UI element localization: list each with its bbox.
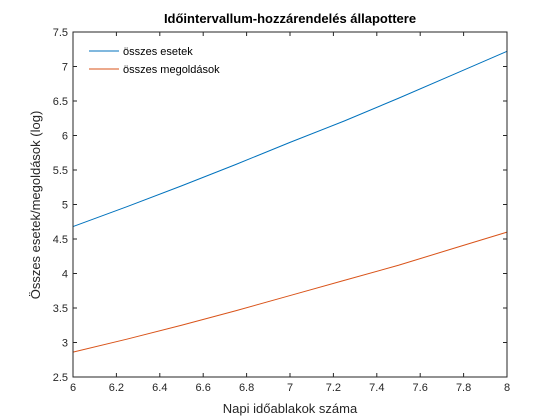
plot-area [73,32,507,377]
y-tick-label: 4.5 [53,234,68,246]
series-line-osszes-megoldasok [72,231,508,353]
y-tick-label: 2.5 [53,372,68,384]
x-axis-label: Napi időablakok száma [223,401,358,416]
x-tick-label: 6.4 [152,382,167,394]
legend-label-osszes-esetek: összes esetek [123,46,193,58]
x-tick-label: 7.4 [369,382,384,394]
x-tick-label: 7.6 [413,382,428,394]
chart-title: Időintervallum-hozzárendelés állapottere [164,11,416,26]
y-tick-label: 3 [62,338,68,350]
plot-border [72,31,508,378]
y-tick-label: 4 [62,269,68,281]
x-tick-label: 6.2 [109,382,124,394]
y-axis-label: Összes esetek/megoldások (log) [28,111,43,300]
legend-label-osszes-megoldasok: összes megoldások [123,64,220,76]
x-tick-label: 6.8 [239,382,254,394]
x-tick-label: 8 [504,382,510,394]
x-tick-label: 6.6 [196,382,211,394]
series-line-osszes-esetek [72,50,508,228]
x-tick-label: 7.2 [326,382,341,394]
y-tick-label: 5 [62,200,68,212]
legend: összes esetek összes megoldások [89,46,220,76]
y-tick-label: 7 [62,62,68,74]
y-tick-label: 3.5 [53,303,68,315]
y-tick-label: 6.5 [53,96,68,108]
y-tick-label: 5.5 [53,165,68,177]
y-tick-label: 6 [62,131,68,143]
x-tick-label: 7 [287,382,293,394]
x-tick-label: 6 [70,382,76,394]
x-tick-label: 7.8 [456,382,471,394]
y-tick-label: 7.5 [53,27,68,39]
